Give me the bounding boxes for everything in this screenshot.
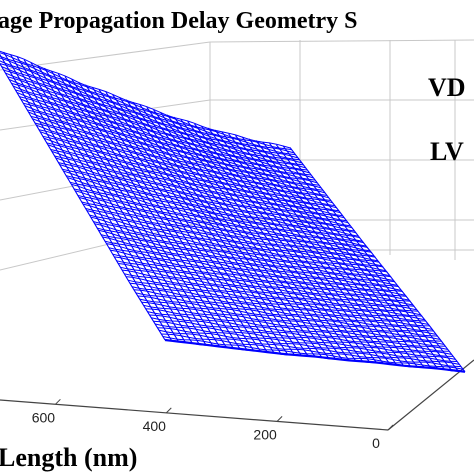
x-tick-mark xyxy=(387,424,394,431)
surface-column-line xyxy=(262,141,439,369)
x-axis-label: Length (nm) xyxy=(0,443,137,472)
surface-column-line xyxy=(194,123,370,363)
x-tick-label: 200 xyxy=(253,426,277,442)
annotation-vd: VD xyxy=(428,73,466,102)
surface-column-line xyxy=(44,67,220,347)
grid-line xyxy=(209,39,474,43)
x-tick-label: 0 xyxy=(372,435,380,451)
surface-column-line xyxy=(228,133,405,367)
surface-column-line xyxy=(91,86,268,353)
surface-column-line xyxy=(125,99,302,356)
surface-column-line xyxy=(160,111,336,360)
surface-column-line xyxy=(241,136,418,368)
surface-column-line xyxy=(30,62,207,346)
surface-column-line xyxy=(78,81,255,351)
x-axis-line xyxy=(0,399,389,431)
surface-column-line xyxy=(173,116,350,361)
surface-column-line xyxy=(153,109,330,359)
surface-column-line xyxy=(71,78,248,351)
surface-column-line xyxy=(275,144,452,371)
grid-line xyxy=(0,159,211,201)
surface-column-line xyxy=(64,76,241,350)
surface-column-line xyxy=(207,127,384,364)
surface-column-line xyxy=(98,89,275,354)
surface-column-line xyxy=(180,119,357,362)
surface-column-line xyxy=(248,138,425,368)
surface-front-edge xyxy=(164,338,466,373)
surface-column-line xyxy=(119,96,295,356)
surface-column-line xyxy=(112,94,289,355)
surface-column-line xyxy=(10,54,186,343)
surface-column-line xyxy=(37,65,214,346)
x-tick-label: 600 xyxy=(32,409,56,425)
surface-column-line xyxy=(85,84,261,352)
surface-column-line xyxy=(221,131,398,366)
x-tick-label: 400 xyxy=(143,418,167,434)
annotation-lv: LV xyxy=(430,137,464,166)
surface-column-line xyxy=(282,145,459,372)
surface-column-line xyxy=(23,59,200,345)
surface-column-line xyxy=(269,143,445,370)
surface-column-line xyxy=(289,147,466,373)
surface-column-line xyxy=(166,114,343,361)
grid-line xyxy=(0,219,211,271)
surface-column-line xyxy=(255,140,432,369)
surface-column-line xyxy=(146,106,323,358)
surface-column-line xyxy=(57,73,234,349)
surface-column-line xyxy=(105,91,282,355)
surface-column-line xyxy=(200,125,377,363)
surface-mesh xyxy=(0,50,466,373)
grid-line xyxy=(0,41,211,71)
x-tick-mark xyxy=(165,407,172,414)
surface-column-line xyxy=(214,129,391,365)
surface-column-line xyxy=(235,135,411,367)
surface-column-line xyxy=(3,51,180,342)
x-tick-mark xyxy=(276,416,283,422)
surface-column-line xyxy=(16,56,193,344)
surface-column-line xyxy=(187,121,364,362)
surface-column-line xyxy=(50,70,227,348)
surface-column-line xyxy=(139,104,316,357)
surface-column-line xyxy=(132,101,309,357)
x-tick-mark xyxy=(55,398,61,405)
chart-title: age Propagation Delay Geometry S xyxy=(0,8,358,34)
surface-row-line xyxy=(0,50,291,149)
surface-column-line xyxy=(0,53,173,342)
surface-column-line xyxy=(0,62,166,341)
x-axis-ticks: 600 400 200 0 xyxy=(32,398,394,451)
